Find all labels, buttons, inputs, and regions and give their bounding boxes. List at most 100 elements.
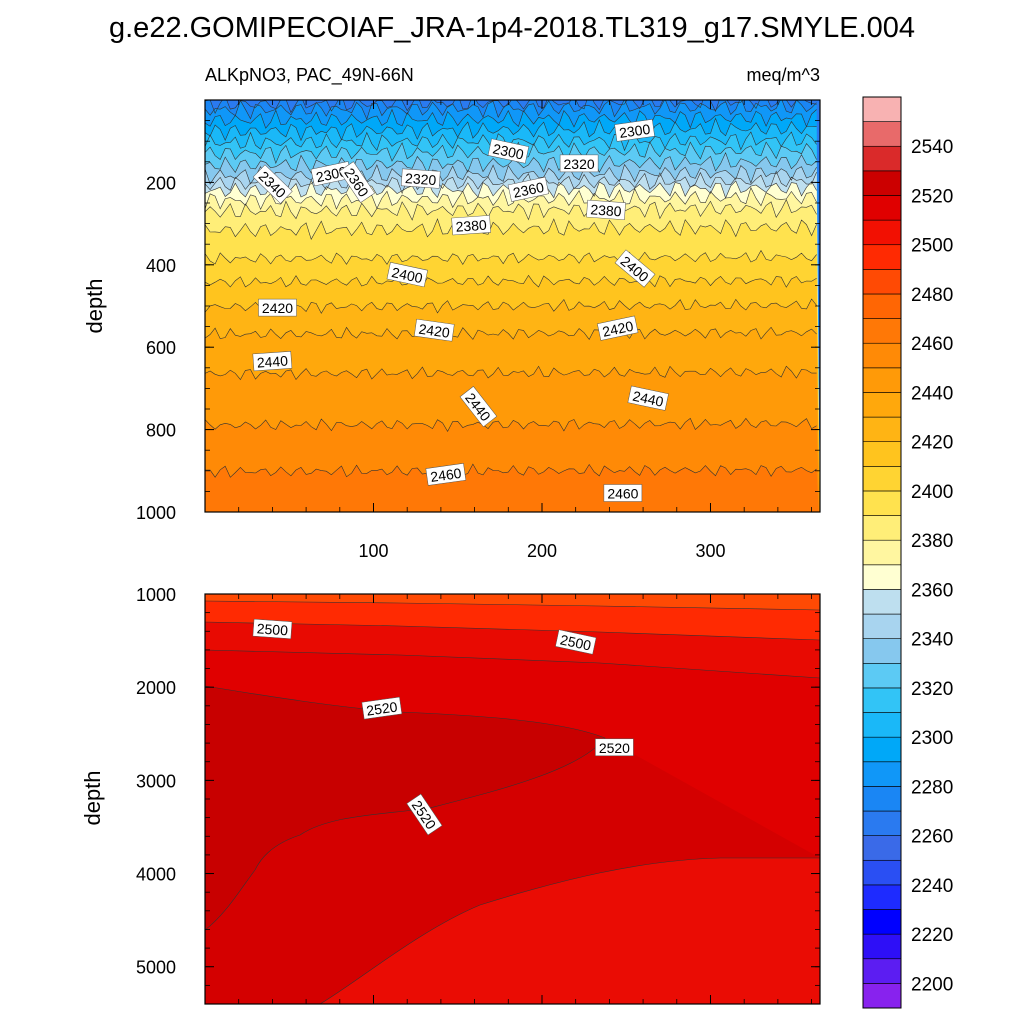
- colorbar-label: 2340: [911, 630, 953, 651]
- svg-text:2460: 2460: [607, 486, 638, 502]
- svg-text:2440: 2440: [256, 353, 288, 371]
- colorbar-swatch: [862, 219, 902, 246]
- colorbar-swatch: [862, 367, 902, 393]
- colorbar-swatch: [862, 244, 902, 270]
- colorbar-swatch: [862, 712, 902, 738]
- upper-y-axis-label: depth: [82, 278, 107, 333]
- colorbar-swatch: [862, 515, 902, 541]
- colorbar-swatch: [862, 145, 902, 172]
- svg-text:2460: 2460: [429, 465, 462, 485]
- colorbar-swatch: [862, 392, 902, 418]
- lower-ytick-label: 4000: [136, 865, 176, 885]
- upper-contour-label: 2300: [310, 161, 352, 187]
- svg-text:2320: 2320: [405, 170, 437, 188]
- lower-contour-label: 2520: [361, 696, 403, 720]
- colorbar: 2200 2220 2240 2260 2280 2300 2320 2340 2360 2380…: [862, 96, 953, 1009]
- svg-text:2300: 2300: [314, 163, 348, 185]
- upper-contour-field: [205, 100, 820, 578]
- contour-line-2500: [205, 621, 820, 641]
- colorbar-swatch: [862, 318, 902, 344]
- colorbar-swatch: [862, 909, 902, 935]
- contour-line-2470: [205, 514, 817, 528]
- upper-contour-label: 2440: [627, 385, 669, 411]
- upper-ytick-label: 600: [146, 338, 176, 358]
- colorbar-swatch: [862, 736, 902, 763]
- lower-axes: 1000 2000 3000 4000 5000: [136, 585, 820, 1005]
- upper-xtick-label: 100: [358, 541, 388, 561]
- lower-y-axis-label: depth: [80, 770, 105, 825]
- upper-contour-label: 2300: [487, 138, 530, 164]
- colorbar-label: 2500: [911, 236, 953, 257]
- contour-line-2300: [205, 117, 817, 142]
- band-fill-2480: [205, 542, 820, 578]
- contour-line-2490: [205, 600, 820, 611]
- lower-contour-label: 2520: [595, 738, 634, 757]
- band-2510-bottom: [320, 858, 820, 1004]
- lower-ytick-label: 1000: [136, 585, 176, 605]
- colorbar-label: 2520: [911, 186, 953, 207]
- upper-ytick-label: 200: [146, 173, 176, 193]
- svg-text:2400: 2400: [390, 264, 424, 286]
- upper-contour-label: 2300: [614, 119, 655, 142]
- upper-contour-label: 2460: [425, 463, 467, 486]
- colorbar-label: 2380: [911, 531, 953, 552]
- svg-text:2420: 2420: [418, 321, 451, 341]
- band-fill-2460: [205, 464, 819, 512]
- contour-line-2350: [205, 170, 817, 195]
- upper-contour-label: 2420: [258, 298, 297, 317]
- colorbar-swatch: [862, 195, 902, 221]
- contour-line-2460: [205, 463, 817, 478]
- svg-text:2380: 2380: [455, 217, 487, 235]
- svg-text:2520: 2520: [599, 740, 630, 756]
- contour-line-2380: [205, 198, 817, 221]
- colorbar-swatch: [862, 983, 902, 1009]
- colorbar-label: 2220: [911, 925, 953, 946]
- colorbar-label: 2260: [911, 827, 953, 848]
- band-fill-2470: [205, 514, 820, 542]
- lower-ytick-label: 5000: [136, 958, 176, 978]
- upper-xtick-label: 300: [695, 541, 725, 561]
- figure-title: g.e22.GOMIPECOIAF_JRA-1p4-2018.TL319_g17…: [109, 12, 915, 44]
- colorbar-swatch: [862, 835, 902, 861]
- upper-ytick-label: 1000: [136, 503, 176, 523]
- colorbar-label: 2300: [911, 728, 953, 749]
- contour-line-2480: [205, 565, 817, 578]
- contour-line-2410: [205, 274, 817, 288]
- svg-text:2420: 2420: [601, 318, 635, 340]
- upper-ytick-label: 800: [146, 421, 176, 441]
- upper-contour-label: 2380: [451, 215, 491, 236]
- svg-text:2440: 2440: [631, 388, 665, 410]
- lower-contour-field: [205, 594, 820, 1004]
- upper-contour-label: 2320: [400, 168, 441, 189]
- colorbar-swatch: [862, 638, 902, 664]
- contour-line-2510: [205, 649, 820, 679]
- upper-ytick-label: 400: [146, 256, 176, 276]
- contour-line-2515: [319, 857, 820, 1004]
- svg-text:2500: 2500: [559, 631, 593, 653]
- contour-line-2330: [205, 152, 817, 175]
- colorbar-label: 2360: [911, 580, 953, 601]
- upper-contour-label: 2380: [586, 199, 626, 220]
- lower-ytick-label: 3000: [136, 771, 176, 791]
- upper-contour-label: 2420: [597, 315, 639, 341]
- colorbar-swatch: [862, 687, 902, 713]
- band-2520-core: [205, 686, 605, 930]
- upper-axes: 200 400 600 800 1000 100 200 300: [136, 99, 820, 561]
- svg-text:2420: 2420: [262, 300, 293, 316]
- colorbar-swatch: [862, 786, 902, 812]
- svg-text:2380: 2380: [590, 201, 622, 219]
- contour-line-2420: [205, 298, 817, 314]
- contour-line-2270: [205, 100, 817, 115]
- upper-xtick-label: 200: [527, 541, 557, 561]
- colorbar-swatch: [862, 933, 902, 960]
- upper-left-label: ALKpNO3, PAC_49N-66N: [205, 65, 414, 86]
- colorbar-swatch: [862, 121, 902, 147]
- svg-text:2360: 2360: [512, 179, 546, 201]
- colorbar-swatch: [862, 416, 902, 443]
- colorbar-swatch: [862, 293, 902, 319]
- colorbar-swatch: [862, 662, 902, 689]
- contour-line-2390: [205, 218, 817, 240]
- colorbar-swatch: [862, 490, 902, 516]
